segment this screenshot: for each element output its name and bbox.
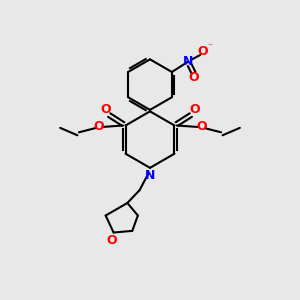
- Text: O: O: [189, 103, 200, 116]
- Text: O: O: [94, 121, 104, 134]
- Text: O: O: [188, 71, 199, 84]
- Text: ⁻: ⁻: [207, 43, 212, 52]
- Text: O: O: [196, 121, 206, 134]
- Text: O: O: [107, 234, 117, 247]
- Text: N: N: [183, 55, 194, 68]
- Text: O: O: [198, 45, 208, 58]
- Text: O: O: [100, 103, 111, 116]
- Text: N: N: [145, 169, 155, 182]
